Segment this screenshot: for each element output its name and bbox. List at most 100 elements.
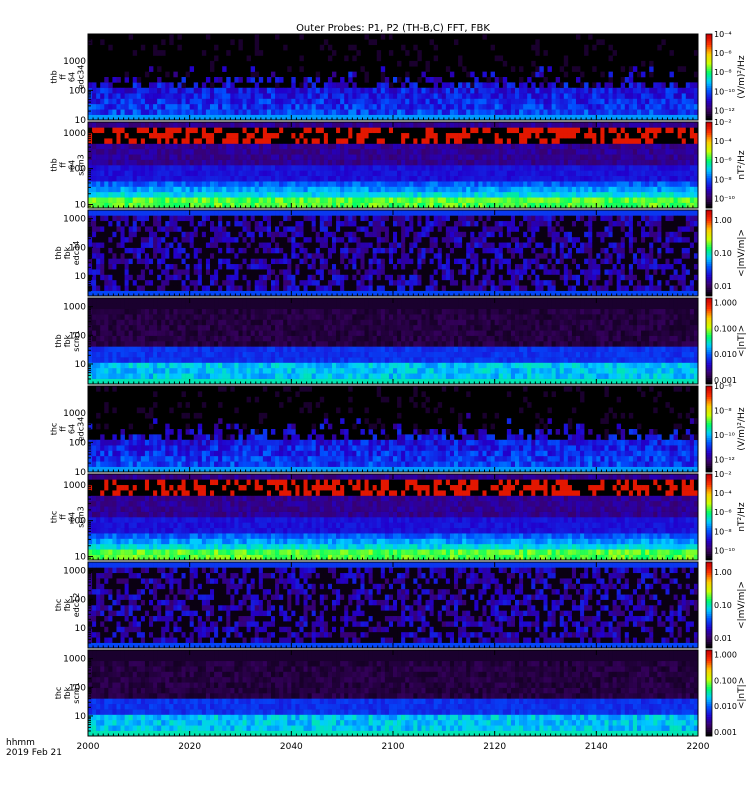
heatmap-cell: [637, 197, 642, 203]
heatmap-cell: [181, 148, 186, 155]
heatmap-cell: [580, 181, 585, 187]
heatmap-cell: [482, 181, 487, 187]
heatmap-cell: [116, 132, 121, 139]
heatmap-cell: [502, 122, 508, 128]
heatmap-cell: [637, 103, 642, 110]
heatmap-cell: [653, 103, 658, 110]
heatmap-cell: [153, 279, 158, 286]
heatmap-cell: [356, 215, 361, 222]
heatmap-cell: [104, 215, 109, 222]
heatmap-cell: [344, 220, 349, 227]
heatmap-cell: [96, 154, 101, 160]
heatmap-cell: [250, 269, 256, 275]
heatmap-cell: [388, 127, 394, 134]
heatmap-cell: [486, 165, 491, 171]
heatmap-cell: [210, 109, 215, 115]
heatmap-cell: [144, 127, 150, 134]
heatmap-cell: [132, 114, 138, 121]
heatmap-cell: [563, 175, 569, 182]
heatmap-cell: [437, 93, 443, 99]
heatmap-cell: [543, 93, 548, 99]
heatmap-cell: [523, 138, 528, 144]
heatmap-cell: [478, 186, 483, 193]
heatmap-cell: [177, 165, 182, 171]
heatmap-cell: [649, 186, 654, 193]
heatmap-cell: [340, 258, 345, 265]
heatmap-cell: [482, 165, 487, 171]
heatmap-cell: [315, 269, 321, 275]
heatmap-cell: [226, 226, 231, 232]
heatmap-cell: [332, 258, 337, 265]
heatmap-cell: [144, 170, 150, 177]
heatmap-cell: [604, 93, 609, 99]
heatmap-cell: [230, 87, 235, 94]
heatmap-cell: [506, 159, 512, 166]
heatmap-cell: [608, 143, 613, 150]
heatmap-cell: [242, 93, 247, 99]
heatmap-cell: [336, 82, 341, 89]
heatmap-cell: [356, 186, 361, 193]
heatmap-cell: [490, 98, 495, 105]
heatmap-cell: [474, 98, 479, 105]
heatmap-cell: [551, 143, 556, 150]
heatmap-cell: [498, 154, 504, 160]
heatmap-cell: [393, 175, 398, 182]
heatmap-cell: [368, 132, 373, 139]
heatmap-cell: [360, 269, 365, 275]
heatmap-cell: [197, 159, 203, 166]
heatmap-cell: [547, 114, 552, 121]
heatmap-cell: [576, 93, 581, 99]
heatmap-cell: [307, 93, 312, 99]
heatmap-cell: [201, 263, 207, 270]
heatmap-cell: [226, 197, 231, 203]
heatmap-cell: [136, 165, 142, 171]
heatmap-cell: [132, 263, 138, 270]
heatmap-cell: [388, 253, 394, 259]
heatmap-cell: [336, 143, 341, 150]
heatmap-cell: [645, 181, 650, 187]
heatmap-cell: [287, 236, 292, 243]
heatmap-cell: [250, 66, 256, 72]
heatmap-cell: [315, 98, 321, 105]
heatmap-cell: [506, 82, 512, 89]
heatmap-cell: [92, 181, 97, 187]
heatmap-cell: [340, 127, 345, 134]
heatmap-cell: [275, 236, 280, 243]
heatmap-cell: [201, 148, 207, 155]
heatmap-cell: [116, 143, 121, 150]
heatmap-cell: [185, 114, 190, 121]
heatmap-cell: [494, 159, 500, 166]
heatmap-cell: [210, 170, 215, 177]
heatmap-cell: [628, 132, 634, 139]
heatmap-cell: [340, 87, 345, 94]
heatmap-cell: [580, 114, 585, 121]
heatmap-cell: [315, 247, 321, 254]
colorbar-segment: [706, 156, 712, 159]
heatmap-cell: [616, 170, 622, 177]
heatmap-cell: [266, 202, 272, 209]
heatmap-cell: [262, 210, 268, 216]
heatmap-cell: [445, 87, 451, 94]
heatmap-cell: [405, 154, 410, 160]
colorbar-segment: [706, 139, 712, 142]
heatmap-cell: [169, 159, 174, 166]
heatmap-cell: [653, 202, 658, 209]
heatmap-cell: [88, 109, 93, 115]
heatmap-cell: [600, 109, 605, 115]
heatmap-cell: [612, 127, 617, 134]
heatmap-cell: [429, 103, 434, 110]
heatmap-cell: [116, 236, 121, 243]
heatmap-cell: [551, 191, 556, 198]
heatmap-cell: [96, 226, 101, 232]
heatmap-cell: [136, 279, 142, 286]
heatmap-cell: [551, 175, 556, 182]
heatmap-cell: [547, 170, 552, 177]
heatmap-cell: [360, 98, 365, 105]
heatmap-cell: [307, 143, 312, 150]
heatmap-cell: [222, 98, 227, 105]
heatmap-cell: [441, 103, 447, 110]
heatmap-cell: [372, 159, 378, 166]
heatmap-cell: [608, 202, 613, 209]
heatmap-cell: [242, 202, 247, 209]
heatmap-cell: [275, 220, 280, 227]
